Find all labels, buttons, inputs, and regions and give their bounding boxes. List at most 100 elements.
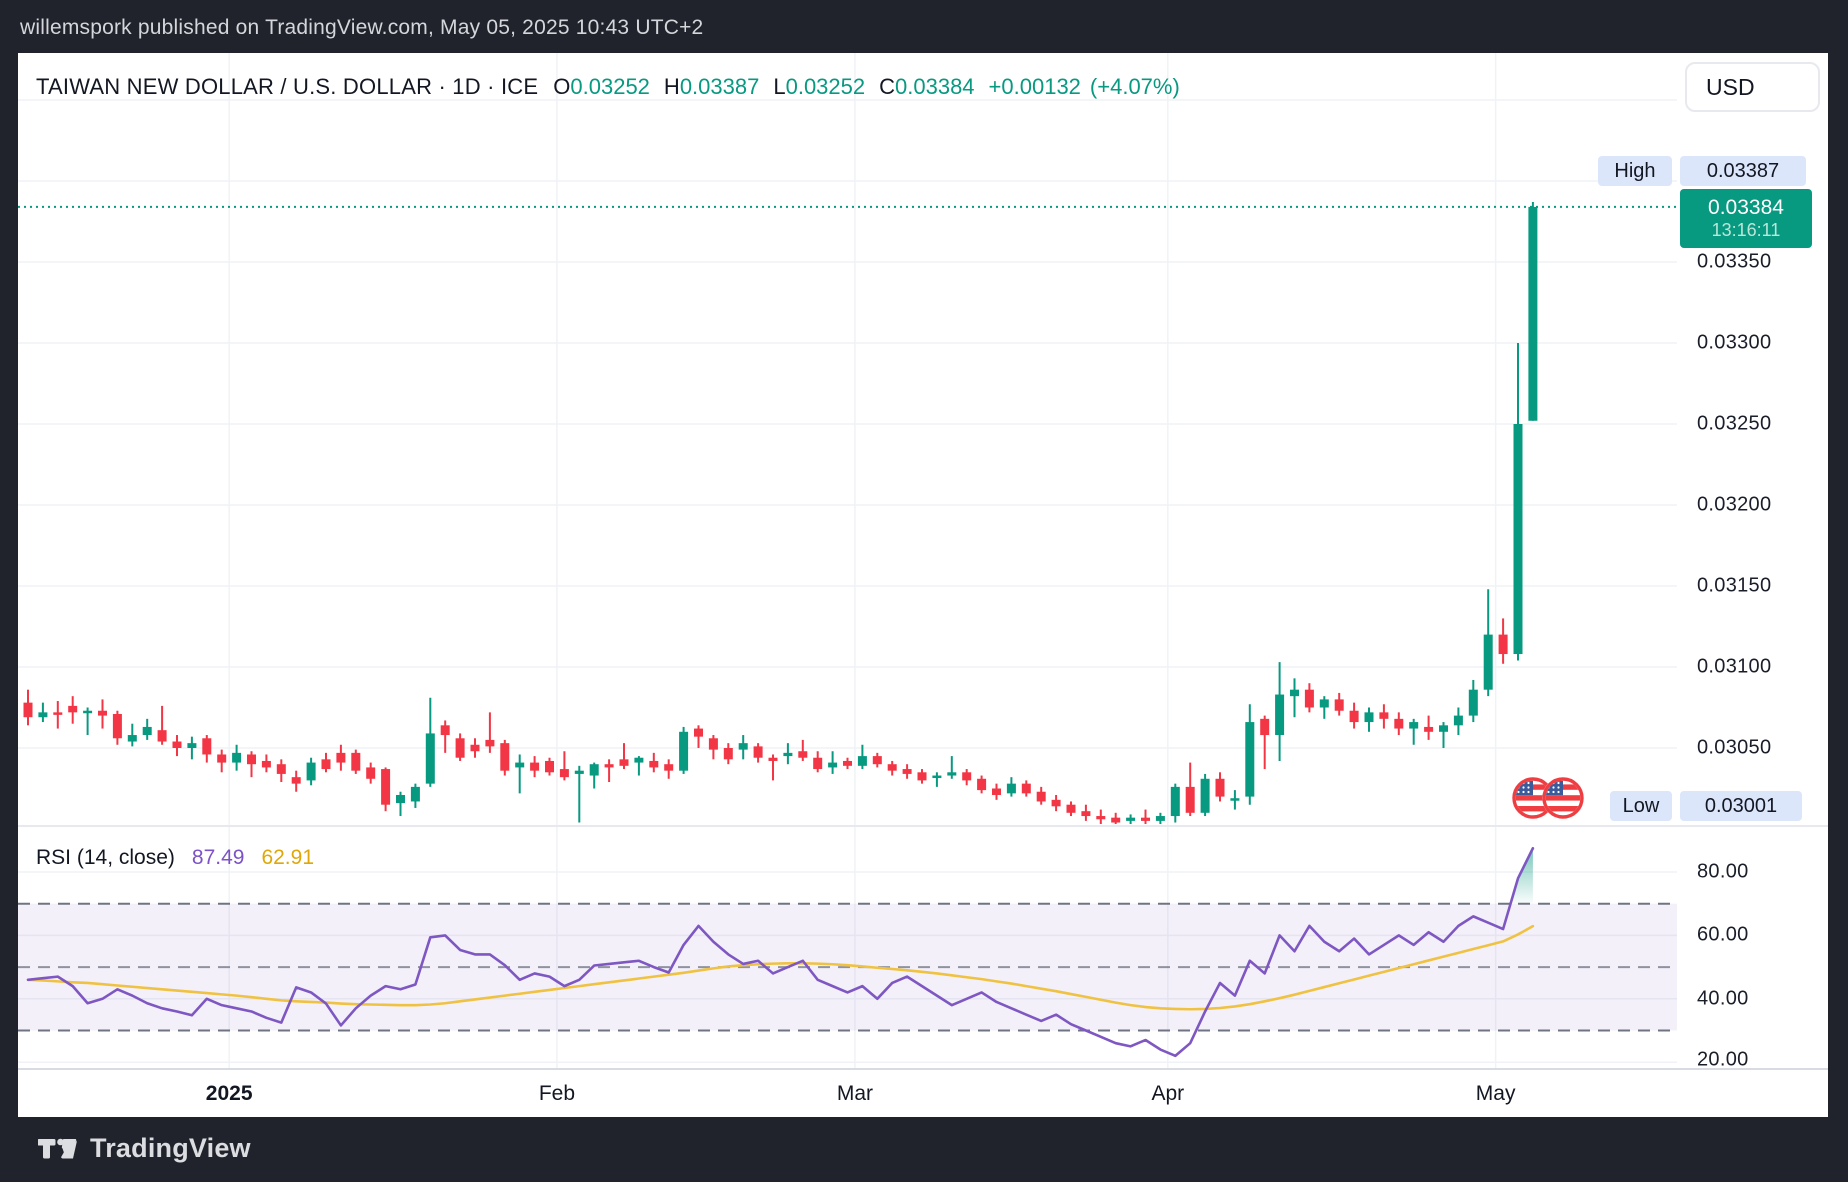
candle-body: [1170, 786, 1180, 817]
low-marker-label: Low: [1610, 791, 1672, 821]
ohlc-change: +0.00132 (+4.07%): [988, 74, 1180, 99]
price-axis-label: 0.03350: [1697, 250, 1772, 273]
candle-body: [1066, 804, 1076, 813]
candle-body: [1126, 817, 1136, 821]
candle-body: [1021, 783, 1031, 794]
ohlc-low: L0.03252: [773, 74, 866, 99]
candle-body: [857, 756, 867, 766]
tradingview-logo-text: TradingView: [90, 1133, 251, 1163]
candle-body: [1528, 206, 1538, 421]
candle-body: [1349, 710, 1359, 723]
price-axis-label: 0.03300: [1697, 331, 1772, 354]
candle-body: [1155, 816, 1165, 821]
candle-body: [783, 752, 793, 757]
rsi-axis-label: 40.00: [1697, 987, 1749, 1010]
candle-body: [112, 713, 122, 739]
candle-body: [1006, 783, 1016, 794]
candle-body: [1036, 791, 1046, 802]
rsi-line: [26, 846, 1535, 1058]
candle-body: [1424, 726, 1434, 732]
candle-body: [723, 748, 733, 760]
candle-body: [649, 760, 659, 768]
time-axis-label: Mar: [836, 1082, 874, 1105]
candle-body: [545, 760, 554, 773]
candle-body: [917, 772, 927, 781]
candle-body: [1439, 725, 1448, 732]
candle-body: [440, 725, 450, 736]
candle-body: [396, 794, 405, 804]
candles-layer: [23, 202, 1538, 824]
candle-body: [351, 752, 361, 771]
candle-body: [321, 759, 331, 770]
candle-body: [708, 738, 718, 750]
candle-body: [1304, 689, 1314, 708]
bar-countdown-timer: 13:16:11: [1711, 220, 1781, 241]
candle-body: [932, 775, 942, 779]
candle-body: [98, 710, 107, 716]
candle-body: [410, 786, 420, 802]
candle-body: [202, 738, 212, 755]
candle-body: [1513, 424, 1523, 655]
candle-body: [1051, 799, 1061, 807]
chart-panel: [18, 53, 1828, 1117]
currency-toggle-button[interactable]: USD: [1685, 62, 1820, 112]
rsi-current-value: 87.49: [191, 846, 245, 869]
ohlc-readout: O0.03252 H0.03387 L0.03252 C0.03384 +0.0…: [553, 74, 1180, 100]
time-axis-label: Apr: [1151, 1082, 1185, 1105]
candle-body: [306, 762, 316, 781]
candle-body: [679, 731, 689, 771]
candle-body: [1379, 712, 1389, 719]
taiwan-dollar-flag-icon: [1512, 777, 1554, 819]
candle-body: [1200, 778, 1210, 813]
candle-body: [1290, 689, 1299, 697]
rsi-axis-label: 20.00: [1697, 1048, 1749, 1071]
candle-body: [1275, 694, 1285, 736]
candle-body: [500, 743, 510, 771]
candle-body: [470, 744, 480, 752]
time-axis-label: Feb: [538, 1082, 576, 1105]
symbol-header: TAIWAN NEW DOLLAR / U.S. DOLLAR · 1D · I…: [36, 72, 1180, 102]
candle-body: [1364, 712, 1374, 723]
candle-body: [217, 754, 227, 763]
candle-body: [455, 738, 465, 758]
candle-body: [53, 712, 63, 715]
candle-body: [127, 735, 137, 742]
candle-body: [589, 764, 599, 776]
candle-body: [172, 741, 182, 748]
currency-pair-flags-icon: [1512, 777, 1584, 819]
candle-body: [559, 769, 569, 778]
candle-body: [902, 769, 912, 774]
rsi-legend: RSI (14, close) 87.49 62.91: [36, 845, 314, 871]
last-price-value: 0.03384: [1708, 195, 1784, 219]
currency-toggle-label: USD: [1706, 73, 1755, 100]
footer-bar: TradingView: [0, 1117, 1848, 1182]
candle-body: [843, 760, 852, 766]
price-axis-label: 0.03100: [1697, 655, 1772, 678]
candle-body: [828, 762, 838, 768]
time-axis-label: May: [1475, 1082, 1516, 1105]
ohlc-close: C0.03384: [879, 74, 975, 99]
candle-body: [619, 759, 629, 766]
candle-body: [142, 726, 152, 736]
tradingview-logo[interactable]: TradingView: [38, 1133, 251, 1164]
candle-body: [992, 788, 1001, 795]
tradingview-logo-icon: [38, 1138, 77, 1158]
ohlc-high: H0.03387: [663, 74, 760, 99]
attribution-bar: willemspork published on TradingView.com…: [0, 0, 1848, 53]
candle-body: [1215, 778, 1225, 797]
candle-body: [485, 739, 495, 747]
candle-body: [261, 760, 271, 768]
candle-body: [1096, 816, 1106, 820]
candle-body: [1453, 715, 1463, 726]
attribution-text: willemspork published on TradingView.com…: [20, 16, 704, 39]
candle-body: [187, 743, 197, 748]
us-dollar-flag-icon: [1542, 777, 1584, 819]
candle-body: [753, 746, 763, 758]
candle-body: [813, 757, 823, 770]
price-axis-label: 0.03200: [1697, 493, 1772, 516]
candle-body: [366, 767, 376, 779]
price-axis-label: 0.03050: [1697, 736, 1772, 759]
candle-body: [1260, 718, 1270, 736]
candle-body: [1468, 689, 1478, 716]
